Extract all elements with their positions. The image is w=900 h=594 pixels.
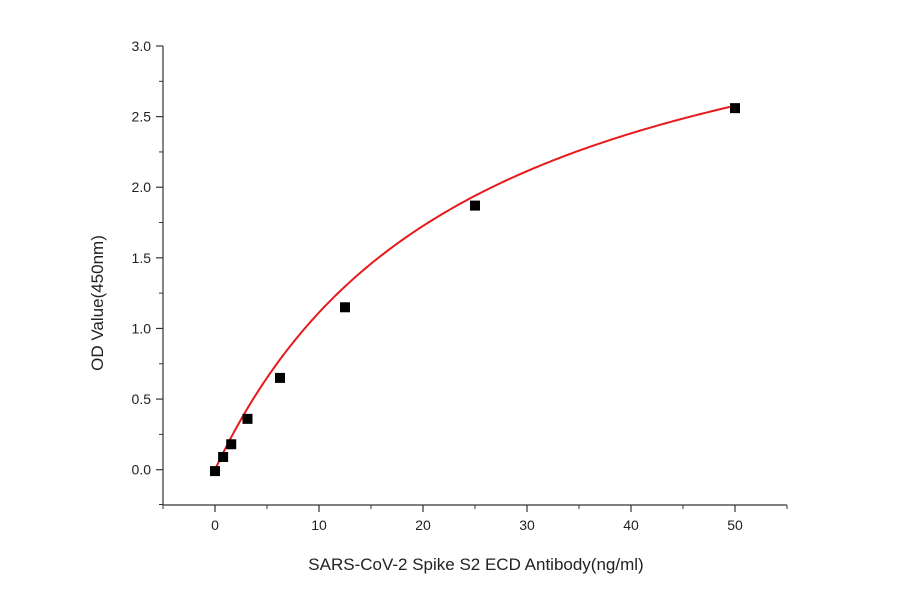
data-points (210, 103, 740, 477)
data-point (340, 302, 350, 313)
x-tick-label: 0 (211, 517, 219, 533)
data-point (275, 372, 285, 383)
x-tick-label: 50 (727, 517, 743, 533)
x-tick-label: 30 (519, 517, 535, 533)
y-tick-label: 0.5 (132, 391, 152, 407)
data-point (730, 103, 740, 114)
data-point (226, 439, 237, 450)
data-point (470, 200, 480, 211)
y-tick-label: 2.5 (132, 109, 152, 125)
y-tick-label: 1.0 (132, 320, 152, 336)
data-point (218, 451, 229, 462)
data-point (242, 413, 253, 424)
fit-curve (214, 104, 736, 471)
x-tick-label: 10 (311, 517, 327, 533)
y-tick-label: 0.0 (132, 462, 152, 478)
data-point (210, 466, 220, 477)
y-tick-label: 1.5 (132, 250, 152, 266)
x-tick-label: 40 (623, 517, 639, 533)
y-axis: 0.0 0.5 1.0 1.5 2.0 2.5 3.0 (132, 38, 164, 505)
x-axis-label: SARS-CoV-2 Spike S2 ECD Antibody(ng/ml) (308, 555, 643, 574)
x-axis: 0 10 20 30 40 50 (162, 504, 788, 533)
x-tick-label: 20 (415, 517, 431, 533)
y-tick-label: 2.0 (132, 179, 152, 195)
y-axis-label: OD Value(450nm) (88, 235, 107, 371)
y-tick-label: 3.0 (132, 38, 152, 54)
